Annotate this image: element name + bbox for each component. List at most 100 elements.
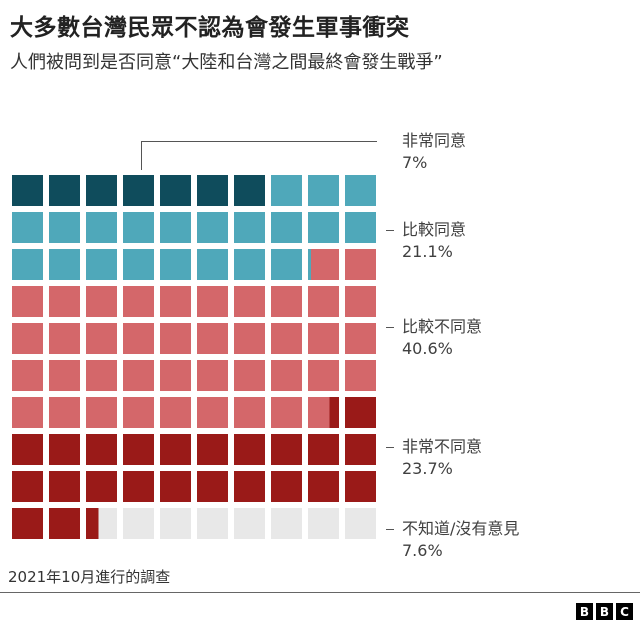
tick-agree bbox=[386, 230, 394, 231]
waffle-square bbox=[86, 471, 117, 502]
waffle-square bbox=[271, 471, 302, 502]
legend-label: 不知道/沒有意見 bbox=[402, 519, 520, 538]
waffle-square bbox=[308, 249, 339, 280]
waffle-square bbox=[345, 360, 376, 391]
waffle-square bbox=[86, 175, 117, 206]
leader-line-strongly-agree bbox=[141, 141, 377, 170]
waffle-square bbox=[49, 397, 80, 428]
waffle-square bbox=[123, 286, 154, 317]
waffle-square bbox=[271, 360, 302, 391]
waffle-square bbox=[160, 175, 191, 206]
waffle-square bbox=[308, 175, 339, 206]
waffle-square bbox=[86, 360, 117, 391]
waffle-square bbox=[197, 508, 228, 539]
waffle-square bbox=[271, 212, 302, 243]
waffle-square bbox=[86, 434, 117, 465]
waffle-square bbox=[123, 249, 154, 280]
waffle-square bbox=[345, 323, 376, 354]
legend-label: 非常不同意 bbox=[402, 437, 483, 456]
waffle-square bbox=[12, 360, 43, 391]
waffle-square bbox=[49, 286, 80, 317]
footer-divider bbox=[0, 592, 640, 593]
waffle-square bbox=[86, 249, 117, 280]
waffle-square bbox=[160, 434, 191, 465]
waffle-square bbox=[234, 434, 265, 465]
waffle-square bbox=[234, 249, 265, 280]
legend-value: 40.6% bbox=[402, 339, 453, 358]
waffle-square bbox=[49, 175, 80, 206]
waffle-square bbox=[12, 323, 43, 354]
waffle-square bbox=[271, 397, 302, 428]
tick-no-opinion bbox=[386, 529, 394, 530]
waffle-square bbox=[271, 175, 302, 206]
waffle-square bbox=[271, 249, 302, 280]
waffle-square bbox=[160, 323, 191, 354]
waffle-square bbox=[234, 397, 265, 428]
waffle-square bbox=[234, 175, 265, 206]
waffle-square bbox=[49, 508, 80, 539]
waffle-square bbox=[197, 249, 228, 280]
legend-disagree: 比較不同意 40.6% bbox=[402, 316, 482, 360]
waffle-square bbox=[12, 397, 43, 428]
waffle-square bbox=[271, 286, 302, 317]
waffle-square bbox=[123, 323, 154, 354]
waffle-square bbox=[345, 286, 376, 317]
waffle-square bbox=[12, 175, 43, 206]
waffle-square bbox=[123, 471, 154, 502]
legend-strongly-agree: 非常同意 7% bbox=[402, 130, 466, 174]
waffle-square bbox=[49, 471, 80, 502]
waffle-square bbox=[160, 508, 191, 539]
waffle-square bbox=[197, 397, 228, 428]
waffle-square bbox=[234, 360, 265, 391]
waffle-square bbox=[234, 212, 265, 243]
waffle-square bbox=[308, 397, 339, 428]
waffle-square bbox=[197, 323, 228, 354]
waffle-square bbox=[160, 286, 191, 317]
source-note: 2021年10月進行的調查 bbox=[8, 568, 171, 586]
legend-strongly-disagree: 非常不同意 23.7% bbox=[402, 436, 482, 480]
waffle-square bbox=[160, 397, 191, 428]
chart-title: 大多數台灣民眾不認為會發生軍事衝突 bbox=[10, 15, 410, 41]
legend-value: 7% bbox=[402, 153, 428, 172]
waffle-square bbox=[12, 471, 43, 502]
logo-letter: B bbox=[596, 603, 613, 620]
waffle-square bbox=[234, 471, 265, 502]
waffle-square bbox=[345, 471, 376, 502]
logo-letter: B bbox=[576, 603, 593, 620]
waffle-square bbox=[308, 212, 339, 243]
waffle-square bbox=[49, 249, 80, 280]
waffle-square bbox=[160, 360, 191, 391]
legend-value: 23.7% bbox=[402, 459, 453, 478]
waffle-square bbox=[308, 434, 339, 465]
waffle-square bbox=[197, 434, 228, 465]
legend-value: 7.6% bbox=[402, 541, 443, 560]
waffle-square bbox=[345, 397, 376, 428]
waffle-square bbox=[197, 360, 228, 391]
waffle-square bbox=[123, 434, 154, 465]
waffle-square bbox=[12, 434, 43, 465]
waffle-square bbox=[271, 323, 302, 354]
waffle-square bbox=[49, 360, 80, 391]
waffle-square bbox=[86, 397, 117, 428]
waffle-square bbox=[160, 471, 191, 502]
waffle-square bbox=[12, 249, 43, 280]
waffle-square bbox=[49, 434, 80, 465]
legend-value: 21.1% bbox=[402, 242, 453, 261]
waffle-square bbox=[308, 471, 339, 502]
legend-agree: 比較同意 21.1% bbox=[402, 219, 466, 263]
waffle-square bbox=[123, 508, 154, 539]
waffle-square bbox=[160, 212, 191, 243]
legend-label: 非常同意 bbox=[402, 131, 467, 150]
waffle-square bbox=[123, 212, 154, 243]
waffle-square bbox=[345, 175, 376, 206]
logo-letter: C bbox=[616, 603, 633, 620]
waffle-square bbox=[234, 508, 265, 539]
legend-label: 比較同意 bbox=[402, 220, 467, 239]
waffle-square bbox=[123, 175, 154, 206]
waffle-square bbox=[197, 286, 228, 317]
waffle-square bbox=[86, 323, 117, 354]
waffle-square bbox=[345, 508, 376, 539]
waffle-square bbox=[12, 212, 43, 243]
waffle-square bbox=[345, 434, 376, 465]
legend-no-opinion: 不知道/沒有意見 7.6% bbox=[402, 518, 519, 562]
